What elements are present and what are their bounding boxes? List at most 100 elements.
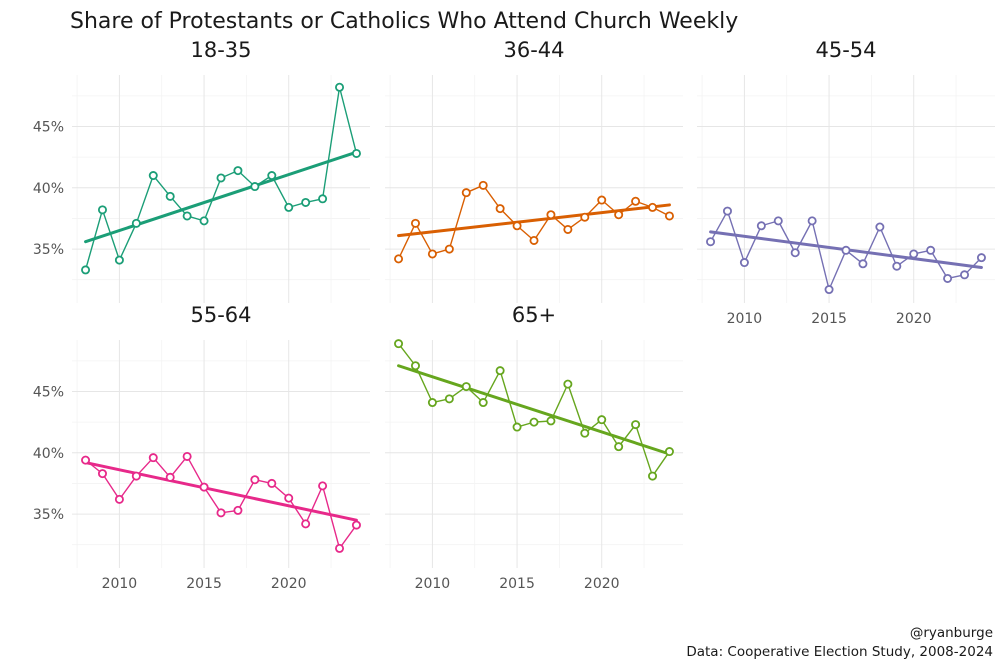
panel-title: 18-35 (190, 38, 251, 62)
data-point (631, 420, 641, 430)
caption-source: Data: Cooperative Election Study, 2008-2… (686, 644, 993, 660)
data-point (233, 505, 243, 515)
data-point (165, 472, 175, 482)
y-tick-label: 40% (33, 446, 64, 462)
y-tick-label: 45% (33, 384, 64, 400)
data-point (512, 422, 522, 432)
data-point (114, 255, 124, 265)
data-point (335, 82, 345, 92)
data-point (410, 361, 420, 371)
y-tick-label: 35% (33, 242, 64, 258)
data-point (148, 453, 158, 463)
data-point (478, 180, 488, 190)
data-point (597, 195, 607, 205)
data-point (410, 218, 420, 228)
data-point (648, 202, 658, 212)
data-point (529, 235, 539, 245)
data-point (97, 469, 107, 479)
y-tick-label: 40% (33, 181, 64, 197)
data-point (301, 197, 311, 207)
data-point (114, 494, 124, 504)
x-tick-label: 2015 (186, 576, 222, 592)
panel-45-54: 45-54 2010 2015 2020 (697, 38, 995, 327)
x-tick-label: 2020 (271, 576, 307, 592)
data-point (631, 196, 641, 206)
data-point (318, 194, 328, 204)
x-tick-label: 2010 (727, 311, 763, 327)
data-point (351, 520, 361, 530)
trend-line (84, 150, 358, 244)
data-point (858, 259, 868, 269)
chart-title: Share of Protestants or Catholics Who At… (70, 9, 738, 34)
data-point (824, 285, 834, 295)
data-point (563, 379, 573, 389)
data-point (427, 249, 437, 259)
data-point (165, 191, 175, 201)
data-point (892, 261, 902, 271)
data-point (664, 447, 674, 457)
trend-line (397, 364, 671, 456)
x-tick-label: 2020 (896, 311, 932, 327)
data-point (318, 481, 328, 491)
data-point (909, 249, 919, 259)
data-point (97, 205, 107, 215)
data-point (284, 202, 294, 212)
data-point (182, 211, 192, 221)
data-point (943, 273, 953, 283)
data-point (216, 508, 226, 518)
data-point (444, 394, 454, 404)
data-point (529, 417, 539, 427)
x-tick-label: 2010 (415, 576, 451, 592)
x-tick-label: 2020 (584, 576, 620, 592)
panel-title: 55-64 (190, 303, 251, 327)
data-point (81, 265, 91, 275)
x-tick-label: 2010 (102, 576, 138, 592)
data-point (427, 398, 437, 408)
x-tick-label: 2015 (499, 576, 535, 592)
data-point (773, 216, 783, 226)
trend-line (397, 203, 671, 238)
data-point (706, 237, 716, 247)
data-point (756, 221, 766, 231)
data-point (351, 148, 361, 158)
y-tick-label: 45% (33, 119, 64, 135)
caption-handle: @ryanburge (910, 625, 993, 641)
data-point (512, 221, 522, 231)
data-point (301, 519, 311, 529)
data-point (976, 253, 986, 263)
data-point (875, 222, 885, 232)
data-point (597, 415, 607, 425)
data-point (182, 451, 192, 461)
data-point (267, 171, 277, 181)
data-point (478, 398, 488, 408)
data-point (461, 188, 471, 198)
data-point (199, 482, 209, 492)
data-point (563, 224, 573, 234)
data-point (739, 258, 749, 268)
data-point (546, 210, 556, 220)
panel-55-64: 55-64 35% 40% 45% 2010 2015 2020 (33, 303, 370, 592)
panel-title: 36-44 (503, 38, 564, 62)
data-point (580, 428, 590, 438)
data-point (614, 210, 624, 220)
data-point (444, 244, 454, 254)
data-point (461, 382, 471, 392)
data-point (841, 245, 851, 255)
data-point (250, 475, 260, 485)
data-point (216, 173, 226, 183)
trend-line (84, 461, 358, 522)
x-tick-label: 2015 (811, 311, 847, 327)
data-point (394, 339, 404, 349)
panel-title: 65+ (512, 303, 556, 327)
panel-title: 45-54 (815, 38, 876, 62)
panel-18-35: 18-35 35% 40% 45% (33, 38, 370, 303)
data-point (267, 478, 277, 488)
data-point (284, 493, 294, 503)
y-tick-label: 35% (33, 507, 64, 523)
data-point (131, 218, 141, 228)
data-point (807, 216, 817, 226)
data-point (233, 166, 243, 176)
data-point (394, 254, 404, 264)
data-point (580, 212, 590, 222)
